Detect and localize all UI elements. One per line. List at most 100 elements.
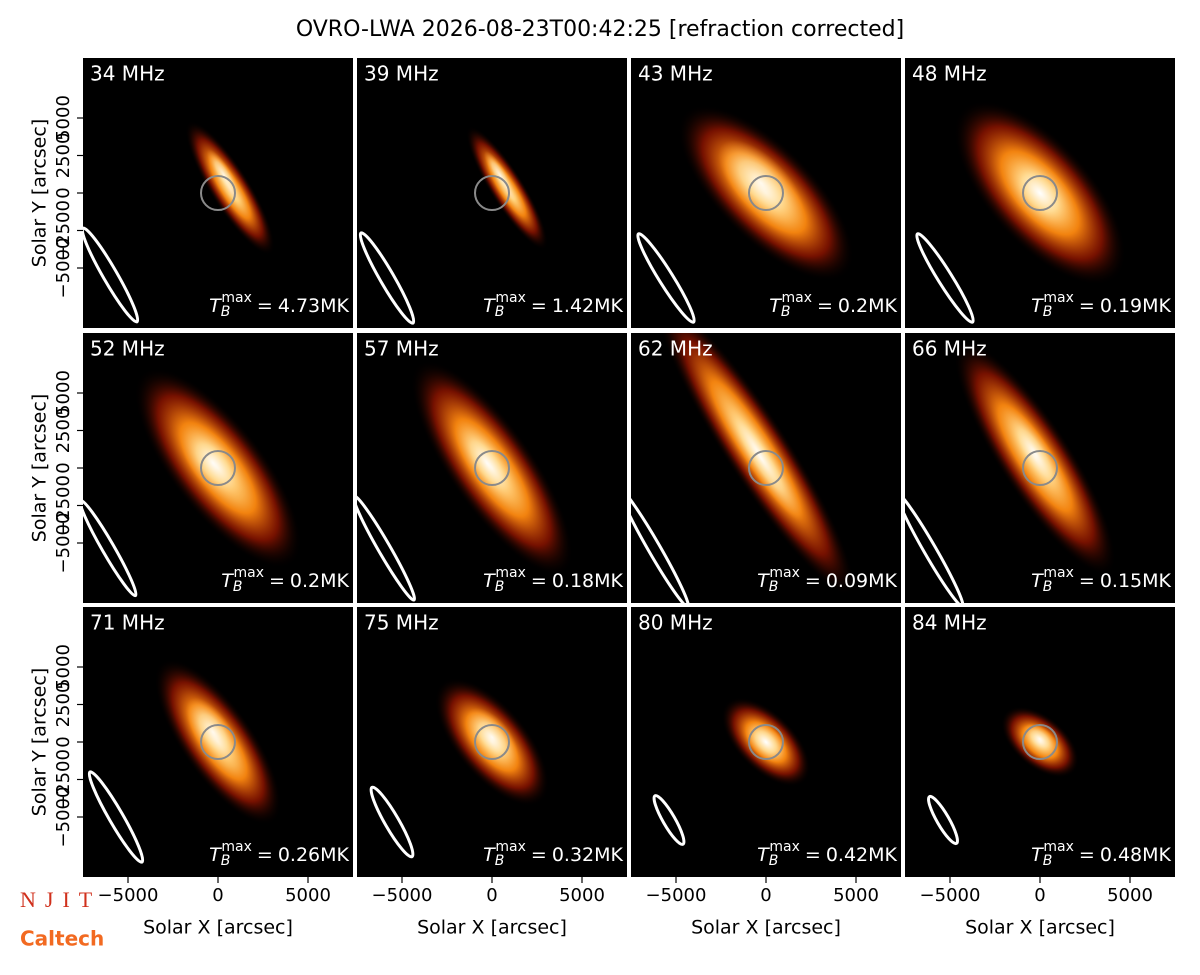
y-tick-label: 0 (53, 187, 74, 198)
y-axis-label: Solar Y [arcsec] (29, 394, 51, 542)
tb-symbol: T (1031, 570, 1044, 592)
solar-disk (200, 175, 236, 211)
frequency-label: 80 MHz (638, 611, 713, 635)
tb-subscript: B (769, 853, 779, 869)
solar-disk (748, 450, 784, 486)
tb-superscript: max (495, 839, 526, 855)
tb-equals: = (805, 570, 821, 592)
tb-equals: = (531, 570, 547, 592)
x-tick-label: 5000 (833, 885, 879, 906)
panel (631, 607, 901, 877)
tb-max-label: TBmax = 0.2MK (221, 565, 349, 595)
beam (652, 794, 686, 846)
tb-superscript: max (781, 290, 812, 306)
frequency-label: 34 MHz (90, 62, 165, 86)
tb-max-label: TBmax = 0.26MK (209, 839, 349, 869)
panel (83, 333, 353, 603)
x-tick-label: 0 (486, 885, 497, 906)
tb-subscript: B (1043, 579, 1053, 595)
tb-value: 0.32MK (552, 844, 624, 866)
beam (927, 794, 959, 846)
panel (83, 58, 353, 328)
radio-source (206, 149, 242, 201)
y-tick-label: 5000 (53, 370, 74, 416)
tb-subscript: B (221, 853, 231, 869)
tb-symbol: T (1031, 295, 1044, 317)
tb-subscript: B (495, 579, 505, 595)
x-tick-label: −5000 (372, 885, 433, 906)
radio-source (1004, 155, 1076, 231)
tb-symbol: T (1031, 844, 1044, 866)
tb-superscript: max (221, 839, 252, 855)
y-tick-label: −2500 (53, 475, 74, 536)
tb-value: 0.2MK (838, 295, 898, 317)
frequency-label: 43 MHz (638, 62, 713, 86)
tb-value: 0.09MK (826, 570, 898, 592)
panel (631, 333, 901, 603)
tb-equals: = (531, 295, 547, 317)
tb-value: 0.18MK (552, 570, 624, 592)
tb-subscript: B (495, 853, 505, 869)
tb-max-label: TBmax = 0.09MK (757, 565, 897, 595)
y-tick-label: 0 (53, 736, 74, 747)
solar-disk (1022, 724, 1058, 760)
panel (905, 333, 1175, 603)
panel (83, 607, 353, 877)
tb-max-label: TBmax = 0.18MK (483, 565, 623, 595)
solar-disk (474, 175, 510, 211)
beam (87, 770, 145, 864)
y-axis-label: Solar Y [arcsec] (29, 119, 51, 267)
njit-logo: NJIT (20, 887, 101, 912)
radio-source (185, 697, 241, 767)
beam (358, 231, 416, 325)
tb-superscript: max (1043, 565, 1074, 581)
panel (905, 58, 1175, 328)
beam (83, 226, 140, 324)
beam (905, 492, 965, 603)
tb-subscript: B (221, 304, 231, 320)
tb-superscript: max (233, 565, 264, 581)
panel (357, 607, 627, 877)
tb-subscript: B (769, 579, 779, 595)
tb-max-label: TBmax = 0.19MK (1031, 290, 1171, 320)
caltech-logo: Caltech (20, 927, 104, 951)
x-tick-label: 5000 (285, 885, 331, 906)
tb-superscript: max (495, 565, 526, 581)
x-tick-label: 5000 (1107, 885, 1153, 906)
frequency-label: 75 MHz (364, 611, 439, 635)
radio-source (1002, 406, 1068, 500)
y-tick-label: −5000 (53, 513, 74, 574)
radio-source (454, 420, 520, 506)
tb-equals: = (269, 570, 285, 592)
solar-disk (200, 450, 236, 486)
frequency-label: 66 MHz (912, 337, 987, 361)
tb-equals: = (817, 295, 833, 317)
tb-equals: = (1079, 295, 1095, 317)
solar-disk (748, 724, 784, 760)
x-tick-label: 0 (760, 885, 771, 906)
tb-superscript: max (495, 290, 526, 306)
frequency-label: 39 MHz (364, 62, 439, 86)
panel (631, 58, 901, 328)
solar-disk (200, 724, 236, 760)
radio-source (180, 425, 246, 501)
tb-max-label: TBmax = 0.42MK (757, 839, 897, 869)
tb-symbol: T (769, 295, 782, 317)
frequency-label: 84 MHz (912, 611, 987, 635)
y-tick-label: 0 (53, 462, 74, 473)
tb-subscript: B (1043, 853, 1053, 869)
tb-superscript: max (221, 290, 252, 306)
figure-title: OVRO-LWA 2026-08-23T00:42:25 [refraction… (296, 17, 904, 42)
x-axis-label: Solar X [arcsec] (417, 917, 567, 939)
tb-symbol: T (757, 570, 770, 592)
y-tick-label: 2500 (53, 133, 74, 179)
y-axis-label: Solar Y [arcsec] (29, 668, 51, 816)
tb-equals: = (805, 844, 821, 866)
tb-max-label: TBmax = 0.32MK (483, 839, 623, 869)
tb-superscript: max (769, 565, 800, 581)
solar-disk (1022, 175, 1058, 211)
y-tick-label: 2500 (53, 682, 74, 728)
tb-max-label: TBmax = 1.42MK (483, 290, 623, 320)
tb-value: 0.15MK (1100, 570, 1172, 592)
